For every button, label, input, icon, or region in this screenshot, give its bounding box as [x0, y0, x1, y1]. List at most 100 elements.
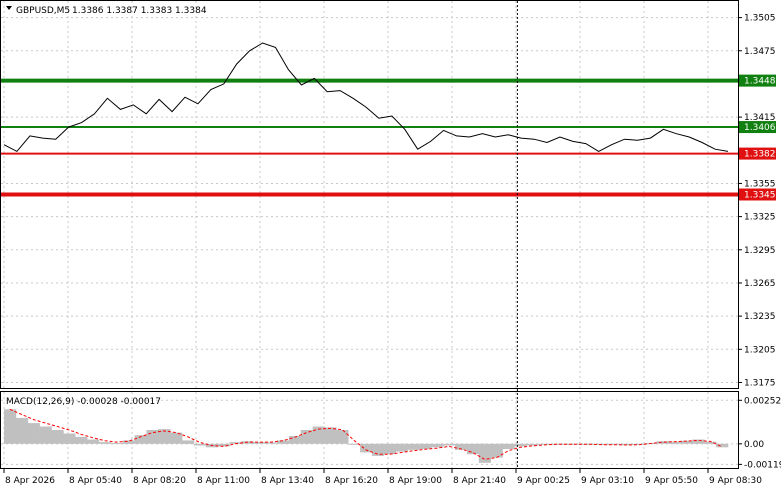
time-tick-label: 9 Apr 08:30	[709, 476, 762, 486]
level-price-tag	[739, 147, 776, 160]
macd-histogram-bar	[15, 417, 29, 444]
macd-histogram-bar	[538, 443, 551, 445]
macd-histogram-bar	[692, 439, 705, 444]
price-tick-label: 1.3205	[744, 345, 776, 355]
level-labels: 1.3448 1.3406 1.3382 1.3345	[739, 74, 776, 201]
macd-histogram-bar	[122, 440, 135, 444]
macd-histogram-bar	[526, 443, 539, 446]
macd-histogram-bar	[217, 443, 230, 447]
macd-histogram-bar	[514, 443, 527, 447]
macd-histogram-bar	[51, 430, 64, 444]
price-levels	[1, 78, 738, 197]
price-tick-label: 1.3175	[744, 378, 776, 388]
macd-histogram-bar	[502, 443, 515, 449]
macd-pane-frame	[0, 391, 739, 469]
ohlc-label: 1.3386 1.3387 1.3383 1.3384	[72, 6, 207, 16]
level-price-label: 1.3406	[744, 123, 776, 133]
macd-histogram-bar	[407, 443, 420, 450]
level-price-tag	[739, 74, 776, 87]
macd-histogram-bar	[431, 443, 444, 448]
macd-histogram-bar	[383, 443, 396, 455]
macd-histogram-bar	[312, 426, 325, 444]
macd-histogram-bar	[443, 443, 456, 446]
macd-histogram-bar	[75, 436, 88, 444]
time-tick-label: 8 Apr 21:40	[453, 476, 506, 486]
macd-histogram-bar	[621, 443, 634, 446]
macd-histogram-bar	[87, 439, 100, 444]
price-tick-label: 1.3235	[744, 312, 776, 322]
price-tick-label: 1.3475	[744, 47, 776, 57]
macd-histogram-bar	[265, 442, 278, 444]
time-axis: 8 Apr 2026 8 Apr 05:40 8 Apr 08:20 8 Apr 11…	[3, 469, 762, 486]
macd-histogram-bar	[656, 441, 669, 444]
macd-histogram-bar	[170, 432, 183, 444]
macd-axis: 0.00252 0.00 -0.00119	[738, 396, 781, 470]
price-line	[3, 42, 729, 153]
dropdown-triangle-icon[interactable]	[6, 6, 12, 10]
price-tick-label: 1.3325	[744, 213, 776, 223]
macd-histogram-bar	[134, 435, 147, 444]
macd-histogram-bar	[288, 436, 302, 444]
macd-histogram-bar	[680, 440, 693, 444]
level-price-label: 1.3382	[744, 150, 776, 160]
macd-histogram-bar	[419, 443, 432, 449]
macd-histogram-bar	[193, 443, 207, 446]
macd-tick-label: 0.00252	[744, 396, 781, 406]
macd-histogram-bar	[455, 443, 468, 450]
price-tick-label: 1.3415	[744, 113, 776, 123]
level-price-label: 1.3345	[744, 191, 776, 201]
macd-histogram-bar	[229, 442, 242, 444]
macd-histogram-bar	[4, 409, 17, 444]
macd-histogram-bar	[324, 427, 337, 444]
time-tick-label: 8 Apr 13:40	[261, 476, 314, 486]
time-tick-label: 8 Apr 19:00	[389, 476, 442, 486]
chart-header: GBPUSD,M5 1.3386 1.3387 1.3383 1.3384	[6, 6, 207, 16]
macd-histogram-bar	[704, 441, 717, 444]
price-tick-label: 1.3505	[744, 14, 776, 24]
macd-histogram-bar	[300, 430, 313, 444]
macd-histogram-bar	[478, 443, 491, 463]
macd-label: MACD(12,26,9) -0.00028 -0.00017	[6, 397, 161, 407]
macd-histogram-bar	[277, 440, 290, 444]
level-price-tag	[739, 121, 776, 134]
macd-histogram-bar	[110, 443, 123, 444]
macd-histogram-bar	[39, 426, 52, 444]
main-pane-frame	[0, 0, 739, 389]
macd-tick-label: -0.00119	[744, 460, 781, 470]
macd-histogram-bar	[668, 441, 681, 444]
macd-histogram-bar	[99, 442, 112, 444]
macd-tick-label: 0.00	[744, 440, 764, 450]
macd-histogram-bar	[253, 442, 266, 444]
macd-histogram-bar	[360, 443, 373, 453]
macd-signal-line	[9, 408, 723, 460]
macd-histogram-bar	[348, 443, 361, 445]
level-price-tag	[739, 188, 776, 201]
price-tick-label: 1.3355	[744, 179, 776, 189]
price-tick-label: 1.3295	[744, 246, 776, 256]
macd-histogram-bar	[597, 443, 610, 445]
time-tick-label: 8 Apr 11:00	[197, 476, 250, 486]
time-tick-label: 9 Apr 05:50	[645, 476, 698, 486]
macd-histogram-bar	[158, 429, 171, 444]
price-tick-label: 1.3265	[744, 279, 776, 289]
time-tick-label: 9 Apr 00:25	[517, 476, 570, 486]
macd-histogram-bar	[395, 443, 408, 452]
symbol-label: GBPUSD,M5	[16, 6, 70, 16]
level-price-label: 1.3448	[744, 77, 776, 87]
macd-histogram-bar	[371, 443, 385, 456]
macd-histogram-bar	[146, 430, 159, 444]
macd-histogram-bar	[27, 423, 40, 444]
macd-histogram-bar	[716, 443, 729, 448]
macd-histogram-bar	[490, 443, 503, 458]
time-tick-label: 8 Apr 16:20	[325, 476, 378, 486]
time-tick-label: 9 Apr 03:10	[581, 476, 634, 486]
macd-histogram-bar	[182, 440, 195, 444]
price-axis: 1.3505 1.3475 1.3415 1.3355 1.3325 1.3295 1.32…	[738, 14, 776, 388]
macd-histogram-bar	[561, 443, 574, 445]
macd-histogram-bar	[63, 433, 76, 444]
time-tick-label: 8 Apr 2026	[5, 476, 55, 486]
macd-histogram-bar	[466, 443, 480, 455]
time-tick-label: 8 Apr 05:40	[69, 476, 122, 486]
